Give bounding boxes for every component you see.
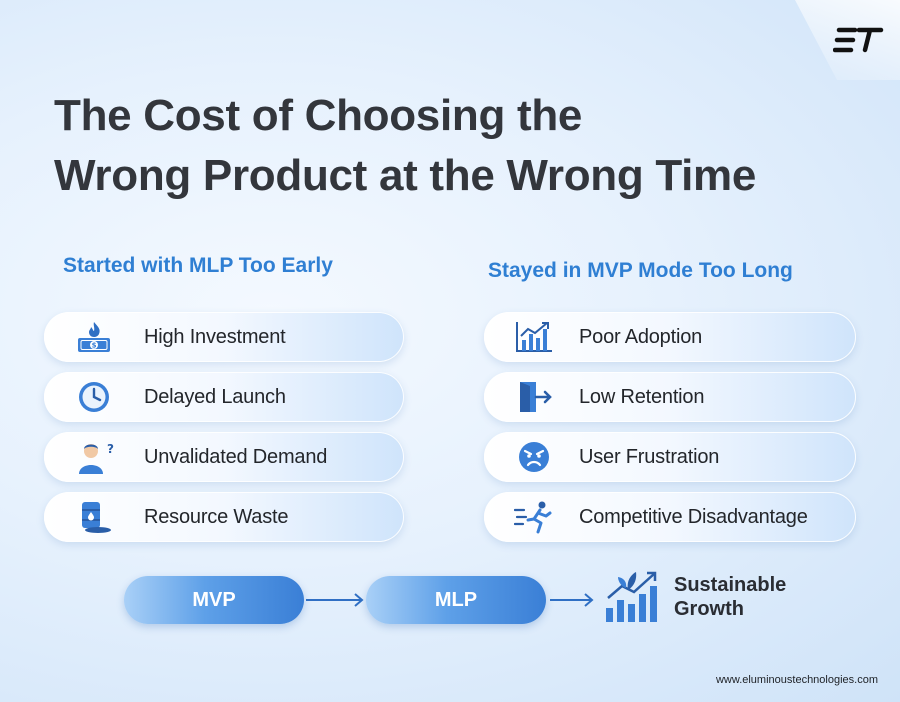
item-label: Competitive Disadvantage xyxy=(579,505,808,528)
page-title: The Cost of Choosing the Wrong Product a… xyxy=(54,86,854,206)
clock-icon xyxy=(79,382,109,412)
flow-step-mvp: MVP xyxy=(124,576,304,624)
right-column-heading: Stayed in MVP Mode Too Long xyxy=(488,259,793,282)
flow-step-mlp: MLP xyxy=(366,576,546,624)
item-poor-adoption: Poor Adoption xyxy=(484,312,856,362)
item-label: Delayed Launch xyxy=(144,385,286,408)
item-label: High Investment xyxy=(144,325,286,348)
arrow-right-icon xyxy=(550,593,594,607)
item-label: Low Retention xyxy=(579,385,705,408)
item-resource-waste: Resource Waste xyxy=(44,492,404,542)
item-delayed-launch: Delayed Launch xyxy=(44,372,404,422)
running-person-icon xyxy=(514,501,552,534)
title-line-1: The Cost of Choosing the xyxy=(54,91,583,140)
oil-barrel-icon xyxy=(82,502,111,533)
arrow-right-icon xyxy=(306,593,364,607)
item-user-frustration: User Frustration xyxy=(484,432,856,482)
item-high-investment: $ High Investment xyxy=(44,312,404,362)
item-label: Unvalidated Demand xyxy=(144,445,328,468)
item-label: User Frustration xyxy=(579,445,720,468)
website-url: www.eluminoustechnologies.com xyxy=(715,674,878,686)
exit-door-icon xyxy=(520,382,552,412)
growth-line-1: Sustainable xyxy=(674,574,787,596)
bar-chart-icon xyxy=(516,322,552,352)
item-low-retention: Low Retention xyxy=(484,372,856,422)
money-fire-icon: $ xyxy=(78,322,110,352)
svg-text:$: $ xyxy=(92,342,97,350)
item-unvalidated-demand: ? Unvalidated Demand xyxy=(44,432,404,482)
growth-line-2: Growth xyxy=(674,598,744,620)
item-label: Poor Adoption xyxy=(579,325,703,348)
growth-result: Sustainable Growth xyxy=(674,573,786,621)
growth-chart-icon xyxy=(606,571,657,622)
angry-face-icon xyxy=(519,442,549,472)
brand-logo xyxy=(833,27,884,53)
left-column-heading: Started with MLP Too Early xyxy=(63,254,333,277)
title-line-2: Wrong Product at the Wrong Time xyxy=(54,151,757,200)
item-competitive-disadvantage: Competitive Disadvantage xyxy=(484,492,856,542)
confused-person-icon: ? xyxy=(79,442,114,474)
item-label: Resource Waste xyxy=(144,505,289,528)
svg-text:?: ? xyxy=(107,442,114,456)
